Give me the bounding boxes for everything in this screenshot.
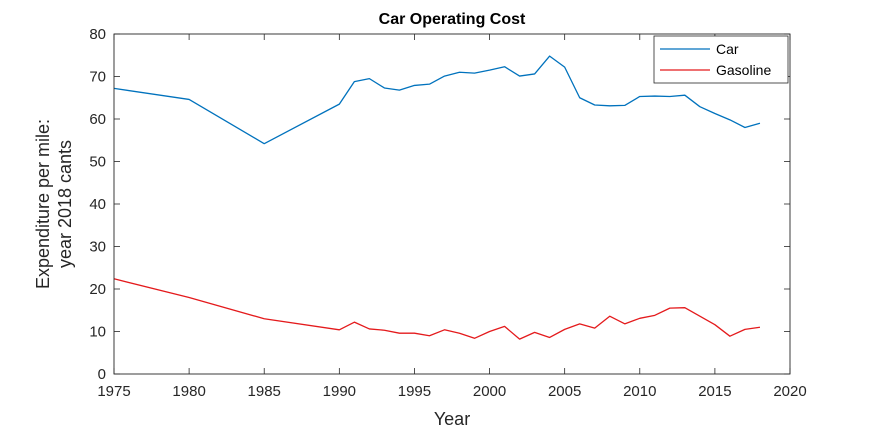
x-axis: 1975 1980 1985 1990 1995 2000 2005 2010 2015 2020 [97, 34, 807, 400]
axes-frame [113, 33, 791, 375]
y-tick-label: 70 [89, 69, 106, 86]
x-tick-label: 2000 [473, 383, 506, 400]
x-tick-label: 2015 [698, 383, 731, 400]
x-tick-label: 2005 [548, 383, 581, 400]
legend-label-gasoline: Gasoline [716, 62, 771, 78]
x-tick-label: 2020 [773, 383, 806, 400]
x-axis-label: Year [434, 409, 470, 429]
x-tick-label: 1985 [248, 383, 281, 400]
y-tick-label: 10 [89, 324, 106, 341]
legend-label-car: Car [716, 41, 739, 57]
x-tick-label: 2010 [623, 383, 656, 400]
series-layer [113, 55, 761, 340]
y-tick-label: 60 [89, 111, 106, 128]
y-axis-label-line-1: Expenditure per mile: [33, 119, 53, 289]
legend-box [653, 35, 789, 84]
plot-area [114, 34, 790, 374]
x-tick-label: 1980 [172, 383, 205, 400]
y-axis: 0 10 20 30 40 50 60 70 80 [89, 26, 790, 383]
y-axis-label-line-2: year 2018 cants [55, 140, 75, 268]
series-line-car [113, 55, 761, 145]
y-tick-label: 80 [89, 26, 106, 43]
y-tick-label: 30 [89, 239, 106, 256]
x-tick-label: 1995 [398, 383, 431, 400]
y-tick-label: 40 [89, 196, 106, 213]
y-tick-label: 20 [89, 281, 106, 298]
y-tick-label: 0 [98, 366, 106, 383]
y-tick-label: 50 [89, 154, 106, 171]
x-tick-label: 1990 [323, 383, 356, 400]
plot-background [114, 34, 790, 374]
x-tick-label: 1975 [97, 383, 130, 400]
legend: Car Gasoline [653, 35, 789, 84]
series-line-gasoline [113, 278, 761, 340]
chart-title: Car Operating Cost [379, 11, 526, 28]
